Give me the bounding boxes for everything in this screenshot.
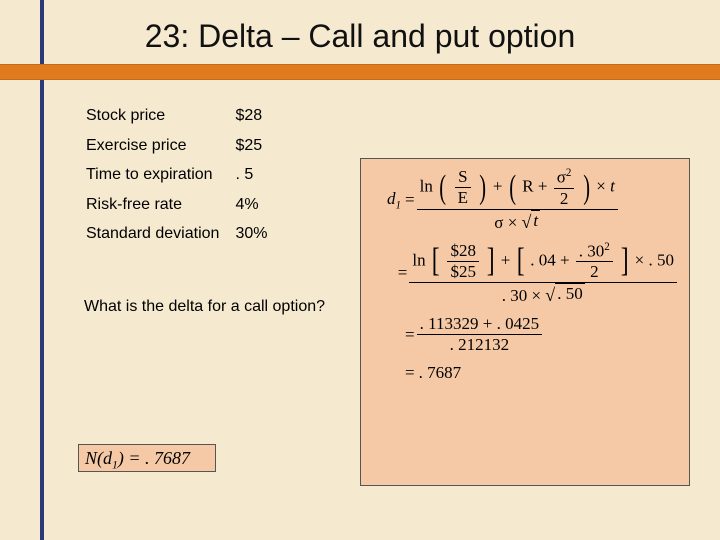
rbracket-icon: ] (487, 246, 495, 277)
table-row: Risk-free rate 4% (86, 191, 271, 219)
numerator: . 113329 + . 0425 (417, 314, 542, 335)
formula-line-1: d1 = ln ( S E ) + ( R + (371, 167, 679, 233)
param-value: . 5 (225, 161, 271, 189)
d1-symbol: d1 (371, 189, 405, 211)
param-label: Stock price (86, 102, 223, 130)
slide: 23: Delta – Call and put option Stock pr… (0, 0, 720, 540)
formula-line-2: = ln [ $28 $25 ] + [ . 04 + . (371, 241, 679, 307)
param-label: Exercise price (86, 132, 223, 160)
nd1-rhs-text: ) = . 7687 (118, 448, 190, 468)
lparen-icon: ( (439, 173, 446, 204)
table-row: Time to expiration . 5 (86, 161, 271, 189)
left-vertical-rule (40, 0, 44, 540)
main-fraction-1: ln ( S E ) + ( R + σ2 2 (417, 167, 618, 233)
d1-derivation-box: d1 = ln ( S E ) + ( R + (360, 158, 690, 486)
sqrt-icon: √ t (522, 210, 541, 231)
param-value: $28 (225, 102, 271, 130)
table-row: Standard deviation 30% (86, 220, 271, 248)
lbracket-icon: [ (432, 246, 440, 277)
rparen-icon: ) (480, 173, 487, 204)
denominator: σ × √ t (491, 210, 543, 233)
lparen-icon: ( (509, 173, 516, 204)
param-label: Standard deviation (86, 220, 223, 248)
main-fraction-2: ln [ $28 $25 ] + [ . 04 + . 302 (409, 241, 677, 307)
param-value: 4% (225, 191, 271, 219)
equals-sign: = (405, 190, 415, 210)
question-text: What is the delta for a call option? (84, 298, 325, 316)
equals-sign: = (405, 325, 415, 345)
final-value: . 7687 (415, 363, 462, 383)
lbracket-icon: [ (516, 246, 524, 277)
param-label: Risk-free rate (86, 191, 223, 219)
numerator: ln ( S E ) + ( R + σ2 2 (417, 167, 618, 210)
slide-title: 23: Delta – Call and put option (0, 18, 720, 55)
sqrt-icon: √ . 50 (545, 283, 584, 304)
param-value: 30% (225, 220, 271, 248)
denominator: . 30 × √ . 50 (499, 283, 588, 306)
numerator: ln [ $28 $25 ] + [ . 04 + . 302 (409, 241, 677, 284)
rparen-icon: ) (583, 173, 590, 204)
table-row: Stock price $28 (86, 102, 271, 130)
param-label: Time to expiration (86, 161, 223, 189)
main-fraction-3: . 113329 + . 0425 . 212132 (417, 314, 542, 355)
param-value: $25 (225, 132, 271, 160)
formula-line-4: = . 7687 (371, 363, 679, 383)
title-underline-bar (0, 64, 720, 80)
equals-sign: = (405, 363, 415, 383)
formula-line-3: = . 113329 + . 0425 . 212132 (371, 314, 679, 355)
nd1-result-box: N(d1) = . 7687 (78, 444, 216, 472)
nd1-lhs-text: N(d (85, 448, 112, 468)
table-row: Exercise price $25 (86, 132, 271, 160)
parameters-table: Stock price $28 Exercise price $25 Time … (84, 100, 273, 250)
rbracket-icon: ] (621, 246, 629, 277)
equals-sign: = (398, 263, 408, 283)
denominator: . 212132 (447, 335, 513, 355)
